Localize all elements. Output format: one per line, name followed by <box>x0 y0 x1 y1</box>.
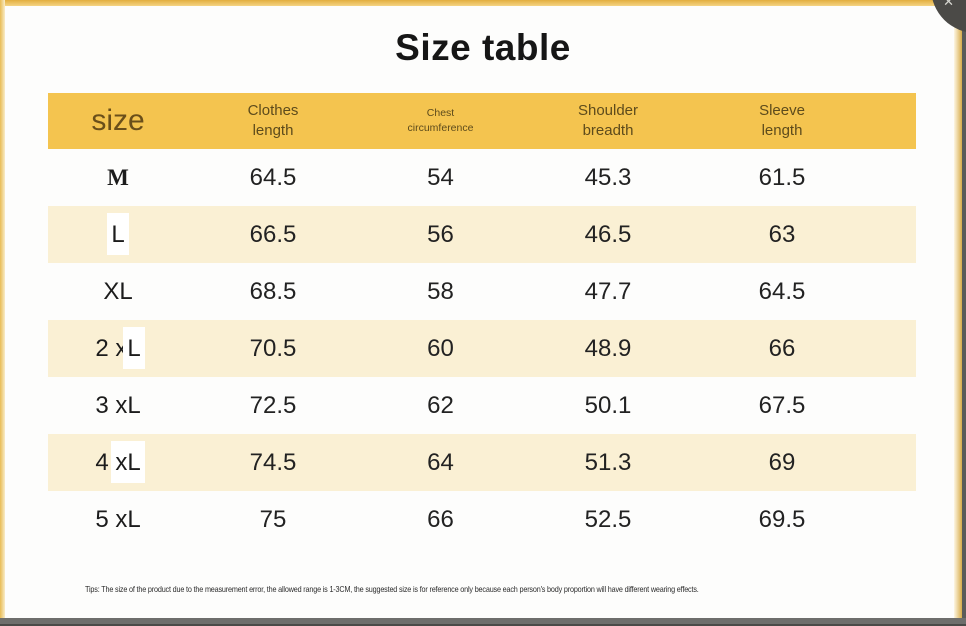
table-row-3xl: 3 xL 72.5 62 50.1 67.5 <box>48 377 916 434</box>
measurement-value: 64.5 <box>758 277 806 305</box>
measurement-value: 66 <box>427 505 454 533</box>
measurement-value: 50.1 <box>584 391 632 419</box>
gold-border-right <box>954 0 962 618</box>
measurement-value: 47.7 <box>584 277 632 305</box>
col-header-shoulder-breadth: Shoulder breadth <box>577 101 639 139</box>
page-title: Size table <box>395 27 571 68</box>
size-label: 5 xL <box>95 505 141 533</box>
col-header-sleeve-length: Sleeve length <box>759 101 805 139</box>
table-row-l: L 66.5 56 46.5 63 <box>48 206 916 263</box>
measurement-value: 46.5 <box>584 220 632 248</box>
measurement-value: 63 <box>768 220 796 248</box>
measurement-value: 61.5 <box>758 163 806 191</box>
frame-edge-bottom <box>0 618 966 626</box>
measurement-value: 48.9 <box>584 334 632 362</box>
measurement-value: 58 <box>427 277 454 305</box>
measurement-value: 68.5 <box>249 277 297 305</box>
table-row-xl: XL 68.5 58 47.7 64.5 <box>48 263 916 320</box>
measurement-value: 51.3 <box>584 448 632 476</box>
white-patch: L <box>107 212 129 255</box>
gold-border-left <box>0 0 5 618</box>
measurement-value: 70.5 <box>249 334 297 362</box>
header-row: size Clothes length Chest circumference Sho… <box>48 93 916 149</box>
size-label: 3 xL <box>95 391 141 419</box>
measurement-value: 54 <box>427 163 454 191</box>
measurement-value: 64.5 <box>249 163 297 191</box>
col-header-size: size <box>91 104 145 137</box>
col-header-clothes-length: Clothes length <box>247 101 299 139</box>
tips-note: Tips: The size of the product due to the… <box>85 584 699 594</box>
measurement-value: 62 <box>427 391 454 419</box>
measurement-value: 69 <box>768 448 796 476</box>
measurement-value: 45.3 <box>584 163 632 191</box>
measurement-value: 74.5 <box>249 448 297 476</box>
measurement-value: 67.5 <box>758 391 806 419</box>
measurement-value: 69.5 <box>758 505 806 533</box>
measurement-value: 56 <box>427 220 454 248</box>
measurement-value: 66.5 <box>249 220 297 248</box>
table-row-2xl: 2 xL 70.5 60 48.9 66 <box>48 320 916 377</box>
measurement-value: 64 <box>427 448 454 476</box>
measurement-value: 60 <box>427 334 454 362</box>
size-table-body: M 64.5 54 45.3 61.5 L 66.5 56 46.5 63 XL 68.5 58 47.7… <box>48 149 916 548</box>
size-label: XL <box>103 277 133 305</box>
size-label: 4 xL <box>48 434 188 491</box>
col-header-chest-circumference: Chest circumference <box>407 107 474 134</box>
measurement-value: 72.5 <box>249 391 297 419</box>
close-icon: ✕ <box>943 0 954 9</box>
measurement-value: 75 <box>259 505 287 533</box>
size-table: size Clothes length Chest circumference Sho… <box>48 93 916 548</box>
table-row-5xl: 5 xL 75 66 52.5 69.5 <box>48 491 916 548</box>
white-patch: xL <box>111 440 145 483</box>
measurement-value: 52.5 <box>584 505 632 533</box>
frame-edge-right <box>962 0 966 626</box>
size-label: 2 xL <box>48 320 188 377</box>
gold-border-top <box>0 0 966 6</box>
measurement-value: 66 <box>768 334 796 362</box>
size-label: L <box>48 206 188 263</box>
table-row-4xl: 4 xL 74.5 64 51.3 69 <box>48 434 916 491</box>
table-row-m: M 64.5 54 45.3 61.5 <box>48 149 916 206</box>
white-patch: L <box>123 326 145 369</box>
size-label: M <box>107 164 129 190</box>
